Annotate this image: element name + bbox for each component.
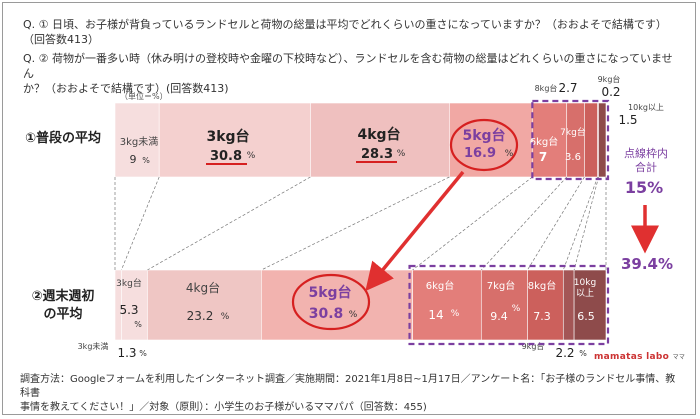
top-pct-3kg: % [247,151,256,161]
bottom-value-4kg: 23.2 [187,309,214,323]
question-2-line2: か？（おおよそで結構です）(回答数413) [23,82,229,95]
bottom-value-7kg: 9.4 [490,310,508,323]
bar-segment-bottom-7 [562,269,575,341]
bottom-label-9kg: 9kg台 [522,341,545,351]
bottom-value-6kg: 14 [428,308,443,322]
question-2: Q. ② 荷物が一番多い時（休み明けの登校時や金曜の下校時など）、ランドセルを含… [23,51,678,96]
footer-line2: 事情を教えてください！」／対象（原則）：小学生のお子様がいるママパパ（回答数：4… [20,402,427,413]
top-label-3kg: 3kg台 [206,128,249,145]
bottom-pct-6kg: % [451,309,460,319]
bottom-label-8kg: 8kg台 [528,279,557,292]
arrow-top-to-bottom [365,170,465,292]
bar-segment-bottom-6 [527,269,564,341]
top-label-6kg: 6kg台 [530,135,559,148]
bottom-label-3kg: 3kg台 [116,277,142,289]
bottom-pct-5kg: % [349,310,358,320]
callout-label2: 合計 [635,160,657,174]
connector-line-6 [527,176,585,271]
top-value-8kg: 2.7 [558,81,577,95]
footer-line1: 調査方法：Googleフォームを利用したインターネット調査／実施期間：2021年… [20,374,676,399]
bottom-value-5kg: 30.8 [309,306,344,322]
row-label-top: ①普段の平均 [25,130,101,146]
bottom-pct-4kg: % [221,312,230,322]
connector-line-5 [481,176,567,271]
row-label-bottom-2: の平均 [43,306,82,322]
top-value-3kg-under: 9 [130,153,137,166]
bottom-label-4kg: 4kg台 [186,280,220,295]
top-label-8kg: 8kg台 [535,83,558,93]
bottom-highlight-ellipse-5kg [291,273,371,331]
brand-logo-sub: ママ [672,354,686,361]
top-dashed-box [531,99,610,181]
brand-logo: mamatas labo ママ [594,352,685,362]
bar-segment-top-2 [310,102,450,178]
bar-segment-top-0 [114,102,160,178]
top-value-10kg: 1.5 [618,113,637,127]
callout-value-bottom: 39.4% [621,255,673,273]
callout-label1: 点線枠内 [624,146,668,160]
bar-segment-bottom-5 [480,269,528,341]
connector-line-7 [562,176,598,271]
bar-segment-top-8 [598,102,607,178]
top-label-3kg-under: 3kg未満 [120,136,159,148]
bottom-pct-3kg: % [134,320,142,329]
top-value-4kg: 28.3 [361,147,393,162]
top-label-5kg: 5kg台 [462,127,505,144]
bar-segment-bottom-8 [573,269,607,341]
connector-line-2 [147,176,311,271]
bottom-pct-9kg: % [579,349,587,358]
top-pct-5kg: % [505,149,514,159]
figure-frame: Q. ① 日頃、お子様が背負っているランドセルと荷物の総量は平均でどれくらいの重… [2,2,696,415]
bottom-label-5kg: 5kg台 [308,284,351,301]
bottom-label-6kg: 6kg台 [426,279,455,292]
connector-line-1 [121,176,160,271]
top-value-5kg: 16.9 [464,146,496,161]
top-highlight-ellipse-5kg [449,118,519,172]
bottom-pct-3kg-under: % [139,349,147,358]
bottom-pct-7kg: % [512,304,521,314]
top-label-7kg: 7kg台 [560,126,586,138]
top-label-10kg: 10kg以上 [628,103,664,112]
bar-segment-top-5 [566,102,585,178]
bottom-value-3kg-under: 1.3 [117,346,136,360]
top-label-9kg: 9kg台 [598,74,621,84]
top-value-6kg: 7 [539,150,547,164]
bottom-label-10kg-1: 10kg [574,278,596,288]
bottom-label-7kg: 7kg台 [487,279,516,292]
bar-segment-top-6 [584,102,598,178]
bottom-dashed-box [408,264,610,346]
bottom-value-3kg: 5.3 [119,303,138,317]
bottom-value-10kg: 6.5 [577,310,595,323]
unit-label: （単位＝%） [120,91,168,101]
top-pct-3kg-under: % [142,156,150,165]
row-label-bottom-1: ②週末週初 [31,288,94,304]
top-value-9kg: 0.2 [601,85,620,99]
question-1-line1: Q. ① 日頃、お子様が背負っているランドセルと荷物の総量は平均でどれくらいの重… [23,18,667,31]
bottom-value-9kg: 2.2 [555,346,574,360]
connector-line-8 [573,176,599,271]
bar-segment-bottom-2 [147,269,262,341]
brand-logo-text: mamatas labo [594,352,670,362]
top-label-4kg: 4kg台 [357,126,400,143]
top-value-7kg: 3.6 [565,152,581,163]
question-1: Q. ① 日頃、お子様が背負っているランドセルと荷物の総量は平均でどれくらいの重… [23,17,678,47]
connector-line-4 [412,176,533,271]
bar-segment-bottom-1 [121,269,148,341]
question-1-line2: （回答数413） [23,33,99,46]
bottom-value-8kg: 7.3 [533,310,551,323]
top-value-3kg: 30.8 [210,149,242,164]
top-pct-4kg: % [397,149,406,159]
bottom-label-10kg-2: 以上 [576,288,594,299]
callout-value-top: 15% [625,178,663,197]
footer-note: 調査方法：Googleフォームを利用したインターネット調査／実施期間：2021年… [20,373,685,415]
question-2-line1: Q. ② 荷物が一番多い時（休み明けの登校時や金曜の下校時など）、ランドセルを含… [23,52,673,80]
bar-segment-bottom-4 [412,269,482,341]
bar-segment-top-4 [532,102,568,178]
bottom-label-3kg-under: 3kg未満 [78,341,109,351]
